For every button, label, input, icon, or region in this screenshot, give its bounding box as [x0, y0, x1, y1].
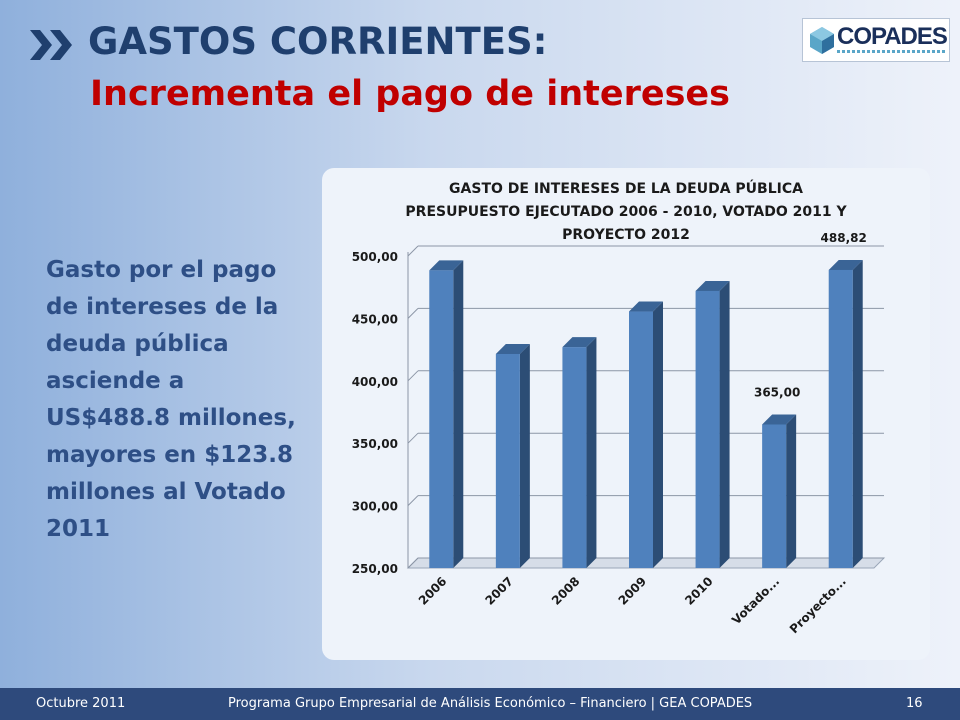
- bar: [762, 424, 787, 568]
- logo-wordmark: COPADES: [837, 23, 948, 50]
- y-tick-label: 450,00: [352, 312, 398, 326]
- gridline-diagonal: [407, 432, 419, 444]
- hexagon-cube-icon: [810, 27, 834, 54]
- bar-side: [719, 280, 730, 568]
- bar-top: [562, 337, 597, 348]
- bar-side: [653, 301, 663, 568]
- bar-top: [828, 259, 863, 270]
- interest-chart: GASTO DE INTERESES DE LA DEUDA PÚBLICA P…: [322, 168, 930, 660]
- footer: Octubre 2011 Programa Grupo Empresarial …: [0, 688, 960, 720]
- bar-side: [586, 337, 597, 568]
- bar-side: [852, 259, 863, 568]
- page-number: 16: [906, 696, 923, 711]
- chart-title-line-3: PROYECTO 2012: [562, 227, 690, 243]
- data-label: 365,00: [754, 385, 800, 399]
- logo-tagline: [837, 50, 947, 53]
- x-tick-label: 2010: [682, 574, 716, 608]
- copades-logo: COPADES: [802, 18, 950, 62]
- x-tick-label: Votado...: [729, 574, 782, 627]
- y-tick-label: 300,00: [352, 500, 398, 514]
- chart-title-line-2: PRESUPUESTO EJECUTADO 2006 - 2010, VOTAD…: [405, 204, 847, 220]
- x-tick-label: 2009: [616, 574, 650, 608]
- gridline-diagonal: [407, 308, 419, 319]
- gridline-diagonal: [407, 495, 419, 506]
- bar-top: [495, 343, 530, 354]
- data-label: 488,82: [821, 231, 867, 245]
- y-tick-label: 500,00: [352, 250, 398, 264]
- bar-top: [762, 414, 797, 425]
- y-tick-label: 400,00: [352, 375, 398, 389]
- x-tick-label: Proyecto...: [787, 574, 849, 636]
- gridline-diagonal: [407, 557, 419, 569]
- double-chevron-right-icon: [30, 30, 72, 60]
- chart-title: GASTO DE INTERESES DE LA DEUDA PÚBLICA P…: [322, 178, 930, 247]
- page-subtitle: Incrementa el pago de intereses: [90, 74, 730, 114]
- bar-top: [629, 301, 663, 312]
- y-tick-label: 350,00: [352, 437, 398, 451]
- gridline-diagonal: [407, 370, 419, 382]
- bar: [695, 290, 720, 568]
- x-tick-label: 2006: [416, 574, 450, 608]
- bar-side: [786, 414, 797, 568]
- bar: [629, 311, 653, 568]
- footer-date: Octubre 2011: [36, 696, 126, 711]
- bar: [429, 270, 454, 568]
- gridline-diagonal: [407, 245, 419, 257]
- x-tick-label: 2008: [549, 574, 583, 608]
- page-title: GASTOS CORRIENTES:: [88, 20, 548, 63]
- bar-side: [519, 343, 530, 568]
- y-tick-label: 250,00: [352, 562, 398, 576]
- bar-top: [695, 280, 730, 291]
- footer-program: Programa Grupo Empresarial de Análisis E…: [228, 696, 753, 711]
- bar: [562, 347, 587, 568]
- x-tick-label: 2007: [482, 574, 516, 608]
- chart-plot: 250,00 300,00 350,00 400,00 450,00 500,00 2006…: [352, 231, 886, 636]
- chart-title-line-1: GASTO DE INTERESES DE LA DEUDA PÚBLICA: [449, 181, 803, 197]
- bar: [828, 269, 853, 568]
- bar-side: [453, 260, 464, 568]
- bar: [495, 353, 520, 568]
- bar-top: [429, 260, 464, 271]
- summary-text: Gasto por el pago de intereses de la deu…: [46, 257, 296, 542]
